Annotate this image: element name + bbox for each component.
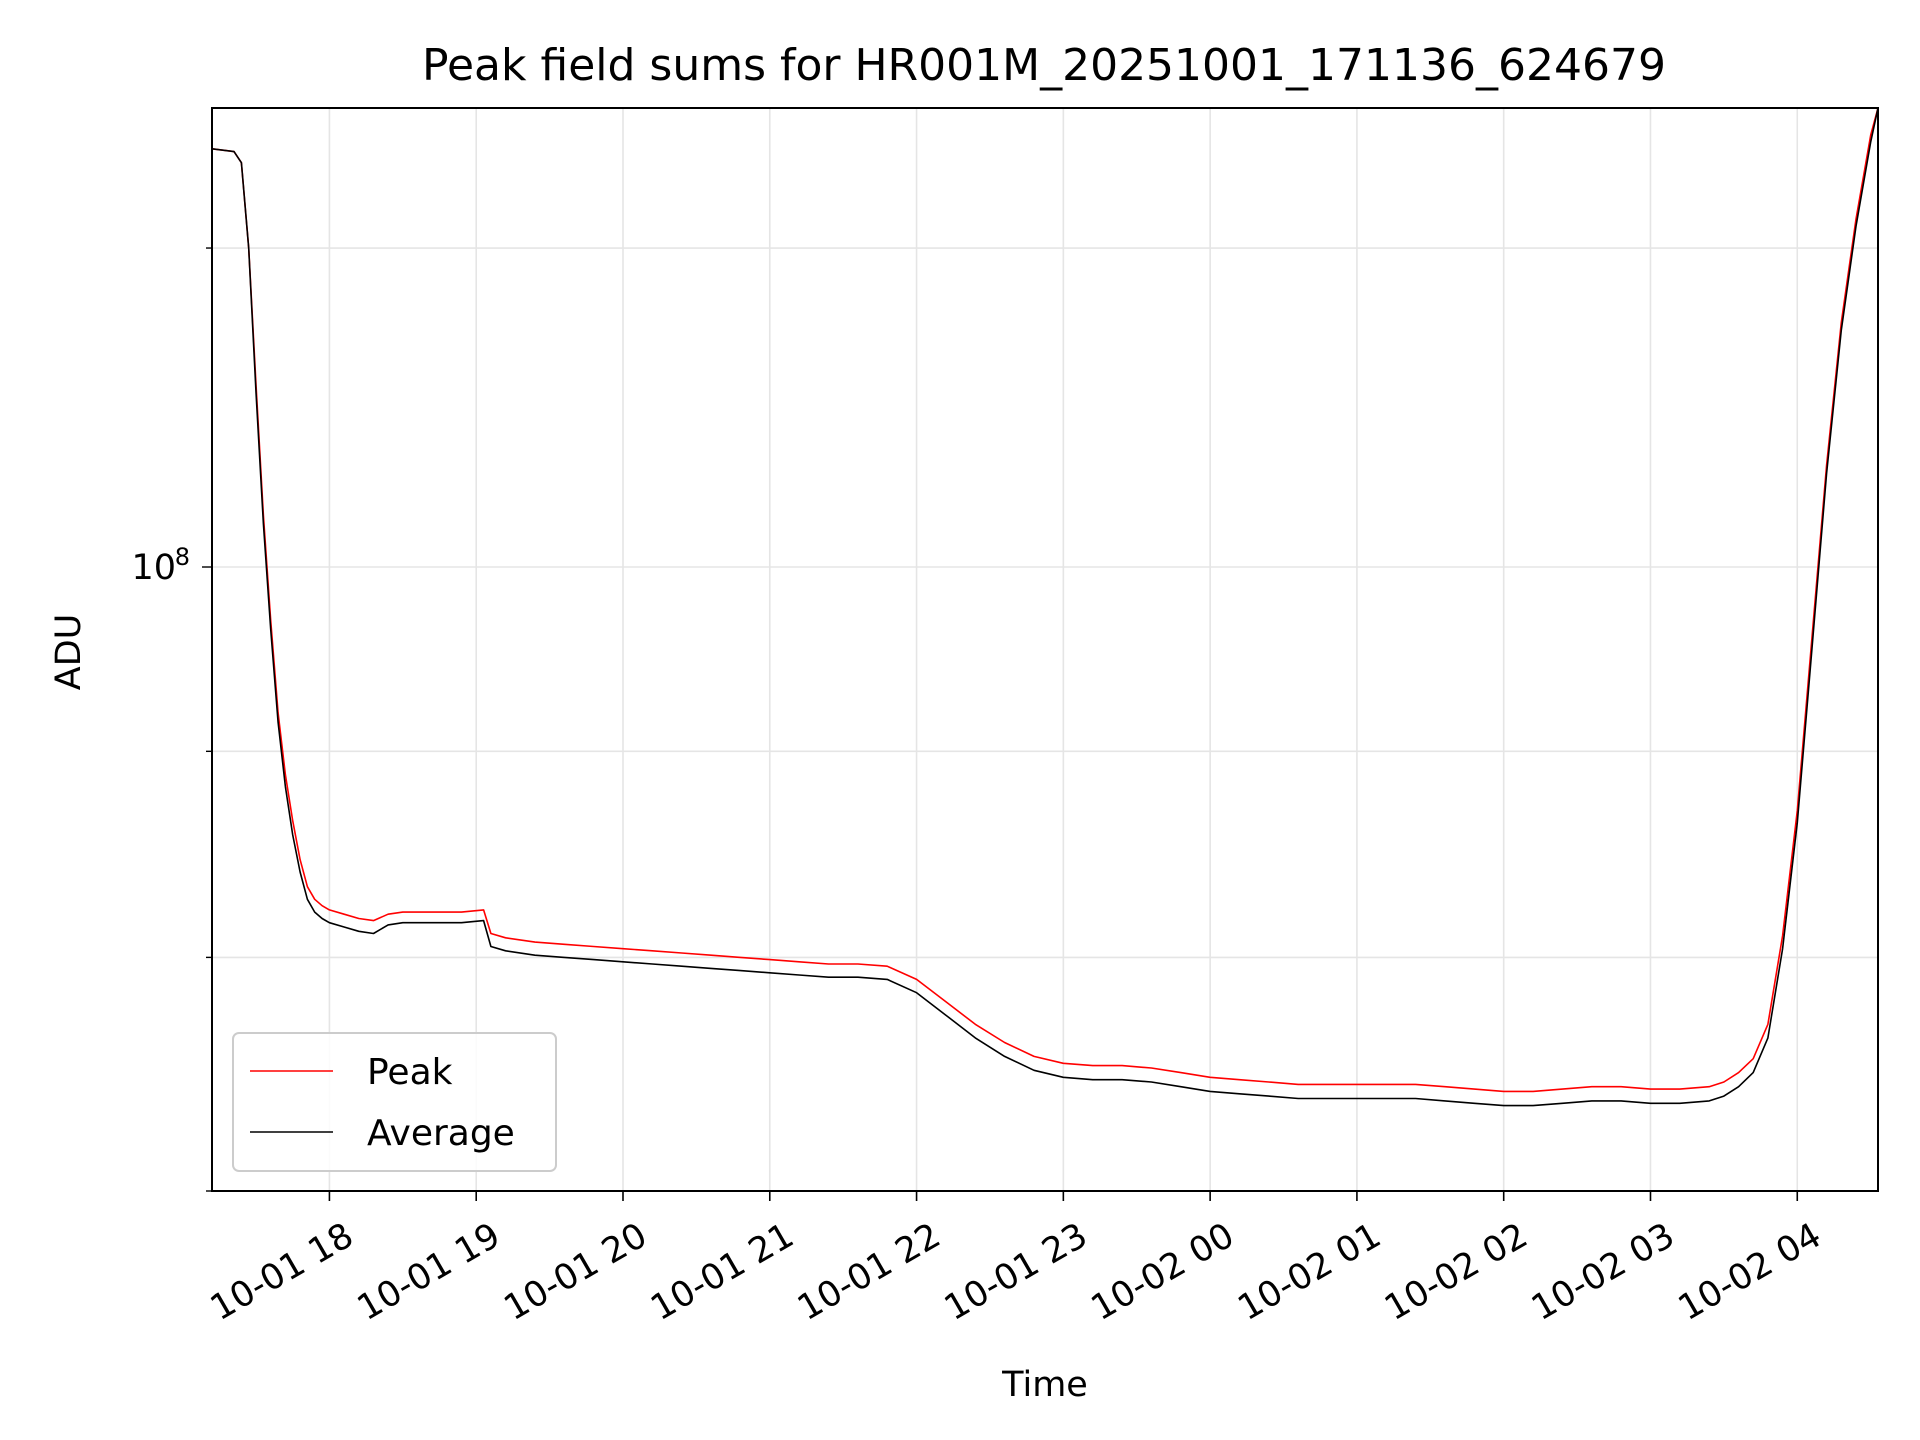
y-tick-label-base: 10 — [131, 548, 176, 588]
series-line-average — [212, 108, 1878, 1107]
x-axis-label: Time — [1001, 1365, 1088, 1405]
y-tick-label: 10 — [131, 548, 176, 588]
y-axis-ticks: 108 — [131, 247, 212, 1192]
legend: Peak Average — [232, 1032, 557, 1172]
legend-peak-label: Peak — [367, 1052, 453, 1093]
y-tick-label-exponent: 8 — [175, 543, 190, 571]
series-line-peak — [212, 108, 1878, 1093]
chart-title: Peak field sums for HR001M_20251001_1711… — [422, 40, 1666, 91]
y-axis-label: ADU — [49, 614, 89, 691]
plot-frame — [211, 107, 1879, 1192]
series-layer — [212, 108, 1878, 1107]
legend-average-label: Average — [367, 1113, 515, 1154]
legend-box — [232, 1032, 557, 1172]
